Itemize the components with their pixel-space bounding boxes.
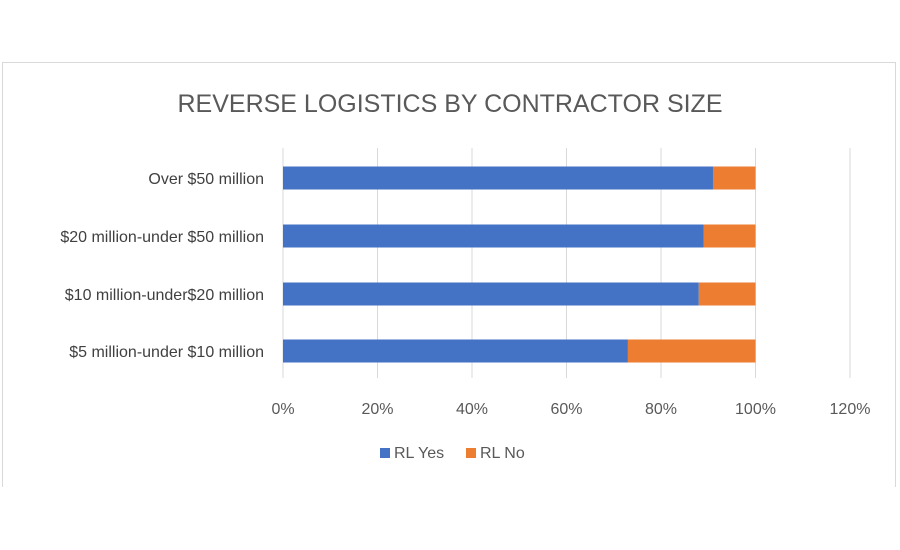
x-tick-label: 80% <box>645 401 677 418</box>
bar-rl-yes <box>283 282 699 306</box>
legend-swatch <box>466 448 476 458</box>
legend-label: RL No <box>480 445 525 462</box>
x-tick-label: 100% <box>735 401 776 418</box>
x-tick-label: 40% <box>456 401 488 418</box>
chart-title: REVERSE LOGISTICS BY CONTRACTOR SIZE <box>177 90 722 118</box>
chart-frame <box>2 62 896 487</box>
legend: RL Yes RL No <box>380 445 525 462</box>
category-label: $5 million-under $10 million <box>69 344 264 361</box>
bar-rl-yes <box>283 166 713 190</box>
category-labels: Over $50 million $20 million-under $50 mi… <box>60 171 264 361</box>
bars <box>283 166 756 363</box>
x-tick-label: 120% <box>830 401 871 418</box>
bar-rl-no <box>703 224 756 248</box>
category-label: $20 million-under $50 million <box>60 229 264 246</box>
category-label: $10 million-under$20 million <box>65 287 264 304</box>
bar-rl-yes <box>283 339 628 363</box>
bar-rl-no <box>698 282 756 306</box>
bar-rl-no <box>627 339 756 363</box>
x-tick-label: 0% <box>271 401 294 418</box>
x-axis-tick-labels: 0% 20% 40% 60% 80% 100% 120% <box>271 401 870 418</box>
bar-rl-no <box>712 166 756 190</box>
category-label: Over $50 million <box>148 171 264 188</box>
bar-rl-yes <box>283 224 704 248</box>
legend-label: RL Yes <box>394 445 444 462</box>
x-tick-label: 60% <box>550 401 582 418</box>
x-tick-label: 20% <box>361 401 393 418</box>
legend-swatch <box>380 448 390 458</box>
